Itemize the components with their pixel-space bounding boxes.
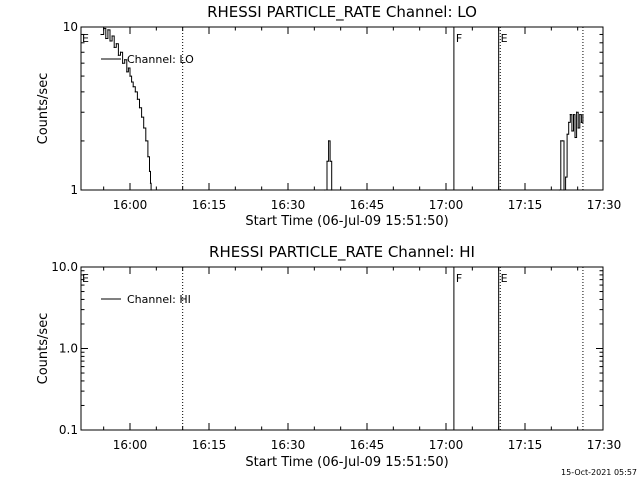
y-tick-label: 0.1 [59, 423, 78, 437]
event-marker-label: E [501, 32, 508, 45]
data-series-line [559, 111, 584, 191]
y-tick-label: 1 [70, 183, 78, 197]
data-point [579, 114, 581, 116]
data-point [563, 189, 565, 191]
x-tick-label: 16:15 [192, 198, 227, 212]
data-series-line [324, 140, 333, 191]
plot-frame [80, 26, 604, 191]
data-point [561, 140, 564, 142]
data-point [119, 51, 122, 53]
x-tick-label: 16:00 [113, 438, 148, 452]
event-marker-label: E [82, 272, 89, 285]
data-point [132, 86, 134, 88]
x-tick-label: 16:30 [271, 438, 306, 452]
data-point [580, 121, 583, 123]
x-tick-label: 16:15 [192, 438, 227, 452]
data-point [107, 29, 109, 31]
footer-timestamp: 15-Oct-2021 05:57 [561, 468, 637, 477]
data-point [145, 140, 147, 142]
data-point [115, 43, 117, 45]
data-point [126, 71, 128, 73]
x-tick-label: 17:15 [508, 438, 543, 452]
data-point [560, 140, 562, 142]
y-tick-label: 10.0 [51, 260, 78, 274]
data-point [558, 189, 560, 191]
x-tick-label: 16:00 [113, 198, 148, 212]
data-point [109, 40, 111, 42]
data-point [122, 62, 124, 64]
chart-title: RHESSI PARTICLE_RATE Channel: LO [207, 3, 477, 22]
x-tick-label: 17:00 [429, 438, 464, 452]
x-tick-label: 17:30 [587, 438, 622, 452]
data-point [117, 54, 119, 56]
x-tick-label: 16:45 [350, 438, 385, 452]
data-point [568, 121, 570, 123]
data-point [571, 130, 573, 132]
data-point [105, 37, 107, 40]
data-point [324, 189, 326, 191]
data-point [148, 170, 151, 172]
y-tick-label: 10 [63, 20, 78, 34]
data-point [577, 127, 579, 129]
data-point [143, 127, 145, 129]
x-tick-label: 17:30 [587, 198, 622, 212]
x-tick-label: 17:15 [508, 198, 543, 212]
data-point [572, 114, 575, 116]
data-point [124, 59, 126, 61]
data-point [147, 156, 149, 158]
data-point [127, 67, 129, 69]
data-point [138, 107, 141, 109]
y-axis-label: Counts/sec [36, 313, 51, 385]
x-axis-label: Start Time (06-Jul-09 15:51:50) [245, 455, 448, 470]
data-point [131, 81, 133, 83]
x-tick-label: 16:30 [271, 198, 306, 212]
data-point [134, 91, 136, 93]
y-tick-label: 1.0 [59, 342, 78, 356]
data-point [111, 35, 113, 37]
x-tick-label: 16:45 [350, 198, 385, 212]
plot-frame [80, 266, 604, 431]
data-point [113, 46, 115, 49]
data-point [136, 98, 138, 100]
event-marker-label: E [82, 32, 89, 45]
data-point [576, 111, 578, 113]
data-point [129, 75, 131, 77]
data-point [329, 160, 331, 162]
chart-title: RHESSI PARTICLE_RATE Channel: HI [209, 243, 475, 262]
legend-label: Channel: HI [127, 293, 191, 306]
x-axis-label: Start Time (06-Jul-09 15:51:50) [245, 214, 448, 229]
data-point [331, 189, 333, 191]
data-point [326, 160, 328, 162]
data-point [566, 133, 568, 135]
legend-label: Channel: LO [127, 53, 194, 66]
data-point [149, 182, 152, 184]
data-point [565, 176, 567, 178]
data-point [574, 136, 576, 139]
data-point [103, 27, 105, 29]
data-point [100, 33, 102, 36]
data-point [141, 116, 143, 118]
x-tick-label: 17:00 [429, 198, 464, 212]
data-point [582, 114, 584, 116]
event-marker-label: F [456, 272, 462, 285]
event-marker-label: F [456, 32, 462, 45]
event-marker-label: E [501, 272, 508, 285]
data-point [328, 140, 330, 142]
data-point [150, 189, 152, 191]
data-point [569, 114, 571, 116]
y-axis-label: Counts/sec [36, 73, 51, 145]
